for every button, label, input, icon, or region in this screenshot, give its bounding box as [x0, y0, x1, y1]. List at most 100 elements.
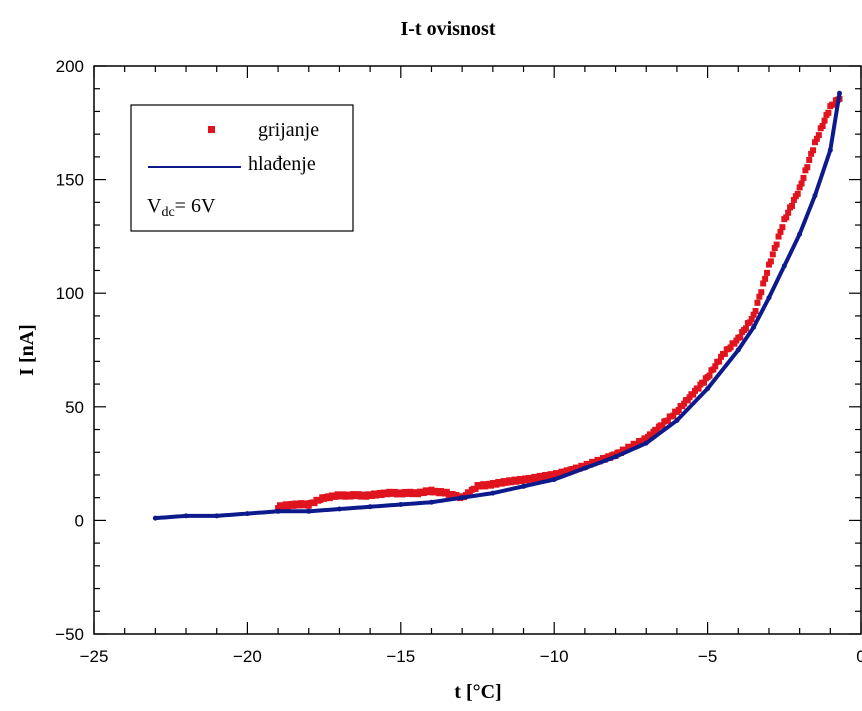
- data-point: [790, 196, 797, 203]
- data-point: [684, 397, 691, 404]
- data-point: [746, 319, 753, 326]
- data-point: [705, 386, 711, 392]
- data-point: [812, 193, 818, 199]
- data-point: [690, 391, 697, 398]
- legend-annotation: Vdc= 6V: [147, 195, 216, 220]
- data-point: [767, 258, 774, 265]
- data-point: [643, 440, 649, 446]
- data-point: [628, 443, 635, 450]
- data-point: [825, 109, 832, 116]
- data-point: [654, 427, 661, 434]
- data-point: [810, 147, 817, 154]
- data-point: [800, 174, 807, 181]
- data-point: [819, 123, 826, 130]
- data-point: [183, 513, 189, 519]
- y-tick-label: 100: [56, 284, 84, 303]
- data-point: [443, 488, 450, 495]
- data-point: [771, 245, 778, 252]
- data-point: [582, 465, 588, 471]
- data-point: [367, 504, 373, 510]
- data-point: [821, 117, 828, 124]
- data-point: [737, 334, 744, 341]
- data-point: [748, 316, 755, 323]
- annotation-main: V: [147, 195, 162, 217]
- data-point: [762, 275, 769, 282]
- data-point: [659, 422, 666, 429]
- y-tick-label: 150: [56, 171, 84, 190]
- data-point: [760, 280, 767, 287]
- legend-label-hladjenje: hlađenje: [248, 153, 316, 175]
- data-point: [765, 261, 772, 268]
- data-point: [472, 485, 479, 492]
- data-point: [779, 224, 786, 231]
- x-tick-label: 0: [856, 647, 862, 666]
- x-axis-title: t [°C]: [454, 681, 501, 703]
- data-point: [752, 307, 759, 314]
- data-point: [766, 295, 772, 301]
- data-point: [712, 363, 719, 370]
- data-point: [675, 407, 682, 414]
- data-point: [783, 214, 790, 221]
- data-point: [806, 156, 813, 163]
- data-point: [827, 147, 833, 153]
- plot-layer: [152, 90, 843, 521]
- data-point: [721, 350, 728, 357]
- data-point: [152, 515, 158, 521]
- plot-frame: [93, 65, 862, 635]
- y-tick-label: −50: [55, 625, 84, 644]
- data-point: [785, 209, 792, 216]
- y-tick-label: 0: [75, 511, 84, 530]
- data-point: [214, 513, 220, 519]
- data-point: [756, 293, 763, 300]
- data-point: [788, 202, 795, 209]
- annotation-rest: = 6V: [175, 195, 216, 217]
- data-point: [551, 477, 557, 483]
- data-point: [815, 132, 822, 139]
- legend-marker-grijanje: [208, 126, 215, 133]
- data-point: [742, 325, 749, 332]
- y-tick-label: 50: [65, 398, 84, 417]
- data-point: [781, 263, 787, 269]
- data-point: [751, 324, 757, 330]
- data-point: [769, 251, 776, 258]
- data-point: [521, 483, 527, 489]
- data-point: [398, 501, 404, 507]
- annotation-subscript: dc: [161, 205, 174, 220]
- data-point: [796, 184, 803, 191]
- x-tick-label: −10: [540, 647, 569, 666]
- data-point: [811, 139, 818, 146]
- data-point: [428, 499, 434, 505]
- data-point: [754, 299, 761, 306]
- data-point: [764, 269, 771, 276]
- data-point: [670, 412, 677, 419]
- data-point: [775, 233, 782, 240]
- data-point: [727, 344, 734, 351]
- data-point: [798, 180, 805, 187]
- data-point: [735, 347, 741, 353]
- data-point: [664, 417, 671, 424]
- data-point: [808, 150, 815, 157]
- data-point: [306, 508, 312, 514]
- data-point: [613, 454, 619, 460]
- data-point: [813, 135, 820, 142]
- data-point: [710, 366, 717, 373]
- data-point: [773, 241, 780, 248]
- data-point: [674, 417, 680, 423]
- data-point: [336, 506, 342, 512]
- x-tick-label: −20: [233, 647, 262, 666]
- data-point: [777, 228, 784, 235]
- data-point: [797, 231, 803, 237]
- x-tick-label: −25: [80, 647, 109, 666]
- data-point: [459, 495, 465, 501]
- y-axis-title: I [nA]: [16, 324, 38, 376]
- data-point: [750, 311, 757, 318]
- data-point: [731, 340, 738, 347]
- y-tick-label: 200: [56, 57, 84, 76]
- data-point: [706, 372, 713, 379]
- data-point: [490, 490, 496, 496]
- series-grijanje: [275, 95, 843, 512]
- data-point: [804, 164, 811, 171]
